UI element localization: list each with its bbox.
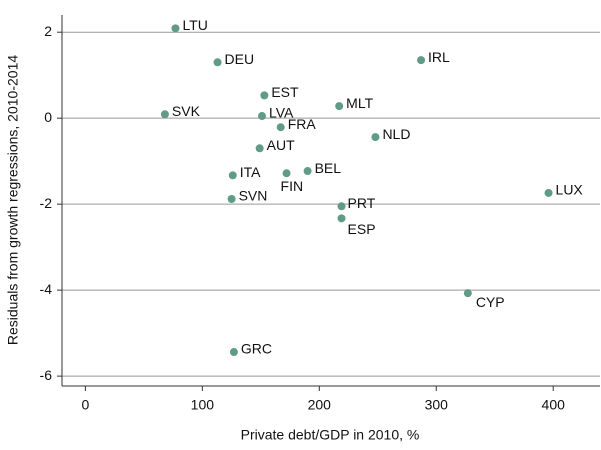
point-label: NLD bbox=[382, 126, 410, 142]
point-label: PRT bbox=[348, 195, 376, 211]
x-tick-label: 0 bbox=[81, 397, 89, 413]
x-axis-title: Private debt/GDP in 2010, % bbox=[241, 427, 420, 443]
x-tick-label: 200 bbox=[308, 397, 332, 413]
point bbox=[228, 171, 237, 180]
point-label: BEL bbox=[315, 160, 342, 176]
y-tick-label: 0 bbox=[44, 109, 52, 125]
x-tick-label: 100 bbox=[191, 397, 215, 413]
point-label: CYP bbox=[476, 294, 505, 310]
point bbox=[276, 123, 285, 132]
point bbox=[213, 58, 222, 67]
y-tick-label: 2 bbox=[44, 23, 52, 39]
point-label: SVK bbox=[172, 103, 201, 119]
y-axis-title: Residuals from growth regressions, 2010-… bbox=[5, 55, 21, 345]
x-tick-label: 300 bbox=[425, 397, 449, 413]
point bbox=[260, 91, 269, 100]
point bbox=[463, 289, 472, 298]
point-label: FRA bbox=[288, 116, 317, 132]
point bbox=[337, 202, 346, 211]
point bbox=[337, 214, 346, 223]
y-tick-label: -2 bbox=[40, 195, 53, 211]
point-label: GRC bbox=[241, 341, 272, 357]
point bbox=[544, 188, 553, 197]
x-tick-label: 400 bbox=[542, 397, 566, 413]
point-label: IRL bbox=[428, 49, 450, 65]
point bbox=[229, 348, 238, 357]
point-label: SVN bbox=[239, 188, 268, 204]
point bbox=[227, 194, 236, 203]
point bbox=[171, 24, 180, 33]
point bbox=[255, 144, 264, 153]
point-label: ESP bbox=[348, 221, 376, 237]
point bbox=[371, 133, 380, 142]
point bbox=[282, 169, 291, 178]
point-label: LTU bbox=[182, 17, 207, 33]
point-label: LUX bbox=[556, 182, 584, 198]
point-label: EST bbox=[271, 84, 299, 100]
point bbox=[257, 112, 266, 121]
point-label: ITA bbox=[240, 164, 261, 180]
point-label: DEU bbox=[225, 51, 255, 67]
point-label: AUT bbox=[267, 137, 295, 153]
point-label: MLT bbox=[346, 95, 373, 111]
y-tick-label: -6 bbox=[40, 367, 53, 383]
point bbox=[417, 56, 426, 65]
y-tick-label: -4 bbox=[40, 281, 53, 297]
point bbox=[303, 167, 312, 176]
point-label: FIN bbox=[281, 178, 304, 194]
point-label: LVA bbox=[269, 105, 294, 121]
point bbox=[160, 110, 169, 119]
point bbox=[335, 102, 344, 111]
